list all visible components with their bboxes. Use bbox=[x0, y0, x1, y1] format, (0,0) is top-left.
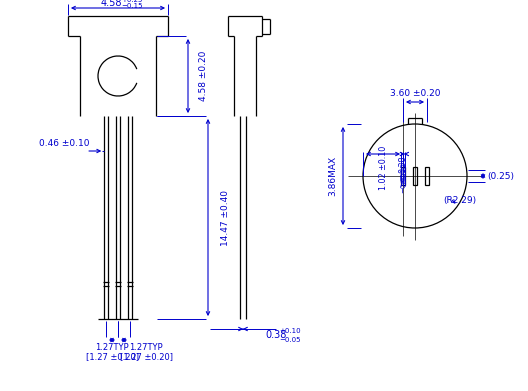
Text: 1.02 ±0.10: 1.02 ±0.10 bbox=[379, 146, 388, 190]
Text: 1.27TYP: 1.27TYP bbox=[129, 344, 163, 353]
Text: (0.25): (0.25) bbox=[487, 172, 514, 181]
Text: 0.38: 0.38 bbox=[399, 155, 408, 173]
Text: (R2.29): (R2.29) bbox=[444, 197, 477, 206]
Text: [1.27 ±0.20]: [1.27 ±0.20] bbox=[86, 353, 138, 362]
Text: −0.05: −0.05 bbox=[400, 171, 406, 193]
Text: 4.58 ±0.20: 4.58 ±0.20 bbox=[200, 51, 209, 101]
Text: [1.27 ±0.20]: [1.27 ±0.20] bbox=[119, 353, 173, 362]
Text: 14.47 ±0.40: 14.47 ±0.40 bbox=[222, 190, 231, 246]
Text: 0.46 ±0.10: 0.46 ±0.10 bbox=[39, 140, 89, 149]
Text: −0.05: −0.05 bbox=[279, 337, 300, 343]
Text: +0.10: +0.10 bbox=[279, 328, 300, 334]
Text: 3.86MAX: 3.86MAX bbox=[328, 156, 337, 196]
Bar bbox=[413, 167, 417, 185]
Text: 4.58: 4.58 bbox=[100, 0, 122, 8]
Text: 3.60 ±0.20: 3.60 ±0.20 bbox=[390, 90, 440, 99]
Text: 0.38: 0.38 bbox=[265, 330, 286, 340]
Text: −0.15: −0.15 bbox=[121, 3, 143, 9]
Text: +0.10: +0.10 bbox=[400, 162, 406, 184]
Text: +0.25: +0.25 bbox=[121, 0, 143, 3]
Bar bbox=[401, 167, 405, 185]
Text: 1.27TYP: 1.27TYP bbox=[95, 344, 129, 353]
Bar bbox=[425, 167, 429, 185]
